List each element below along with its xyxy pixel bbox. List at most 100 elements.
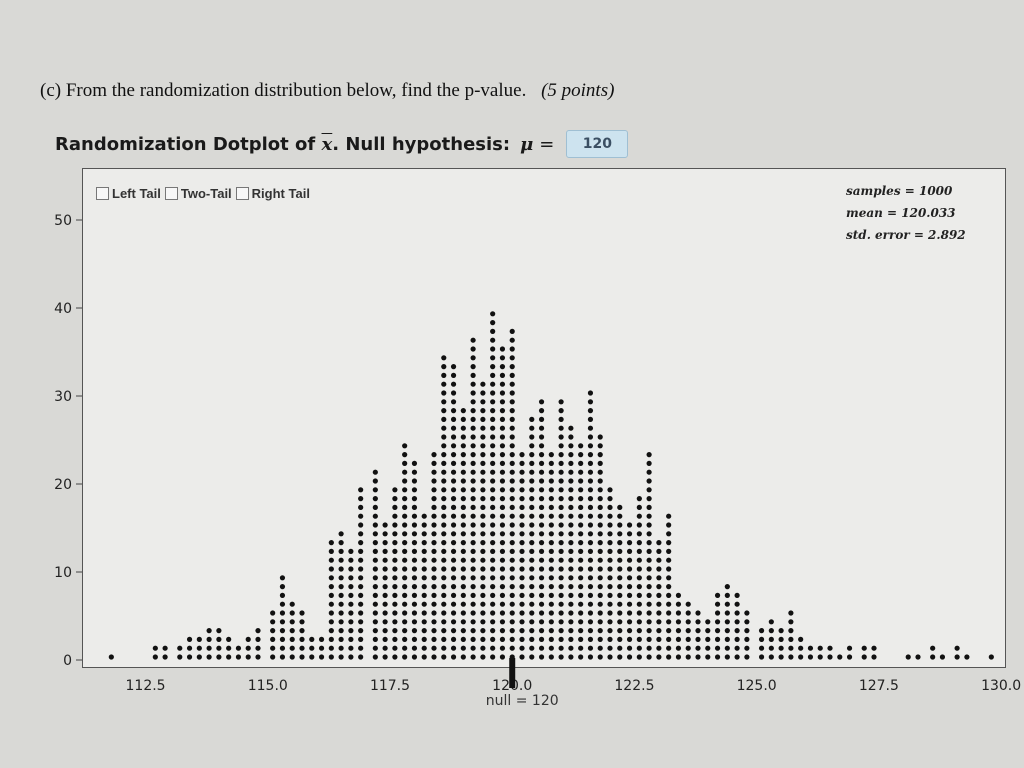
dot-column: [490, 311, 496, 660]
right-tail-checkbox[interactable]: Right Tail: [235, 186, 310, 201]
sample-dot: [666, 619, 672, 625]
sample-dot: [578, 548, 584, 555]
sample-dot: [509, 628, 515, 634]
sample-dot: [499, 478, 506, 484]
null-value-input[interactable]: 120: [566, 130, 629, 158]
sample-dot: [538, 619, 545, 625]
sample-dot: [578, 469, 584, 475]
sample-dot: [568, 531, 574, 537]
sample-dot: [538, 610, 545, 616]
dot-column: [245, 636, 251, 660]
sample-dot: [490, 636, 496, 643]
sample-dot: [470, 390, 476, 396]
sample-dot: [529, 425, 535, 431]
sample-dot: [152, 654, 158, 660]
sample-dot: [289, 628, 295, 634]
sample-dot: [705, 654, 711, 660]
sample-dot: [617, 645, 623, 651]
sample-dot: [328, 592, 334, 599]
sample-dot: [108, 654, 114, 660]
sample-dot: [548, 566, 554, 572]
sample-dot: [460, 478, 466, 484]
sample-dot: [568, 469, 574, 475]
sample-dot: [328, 601, 334, 607]
dot-column: [299, 610, 305, 660]
sample-dot: [235, 645, 242, 651]
sample-dot: [177, 654, 183, 660]
sample-dot: [382, 557, 388, 563]
sample-dot: [607, 628, 613, 634]
sample-dot: [529, 557, 535, 563]
sample-dot: [470, 557, 476, 563]
sample-dot: [538, 408, 545, 414]
sample-dot: [480, 610, 486, 616]
sample-dot: [617, 628, 623, 634]
dot-column: [328, 540, 334, 660]
sample-dot: [460, 425, 466, 431]
sample-dot: [431, 654, 437, 660]
sample-dot: [411, 522, 418, 528]
sample-dot: [695, 645, 701, 651]
sample-dot: [499, 381, 506, 387]
two-tail-label: Two-Tail: [180, 186, 232, 201]
sample-dot: [734, 619, 740, 625]
sample-dot: [538, 575, 545, 581]
sample-dot: [216, 645, 222, 651]
sample-dot: [470, 566, 476, 572]
sample-dot: [358, 557, 364, 563]
sample-dot: [490, 628, 496, 634]
sample-dot: [798, 645, 804, 651]
sample-dot: [666, 566, 672, 572]
sample-dot: [538, 504, 545, 510]
sample-dot: [587, 566, 594, 572]
sample-dot: [636, 628, 642, 634]
sample-dot: [714, 645, 721, 651]
sample-dot: [358, 610, 364, 616]
sample-dot: [499, 636, 506, 643]
sample-dot: [675, 654, 682, 660]
sample-dot: [480, 381, 486, 387]
sample-dot: [509, 636, 515, 643]
sample-dot: [490, 337, 496, 343]
two-tail-checkbox[interactable]: Two-Tail: [164, 186, 232, 201]
dot-column: [724, 584, 730, 660]
sample-dot: [392, 522, 398, 528]
sample-dot: [499, 469, 506, 475]
sample-dot: [470, 469, 476, 475]
sample-dot: [402, 619, 408, 625]
sample-dot: [382, 610, 388, 616]
sample-dot: [636, 636, 642, 643]
sample-dot: [529, 575, 535, 581]
sample-dot: [768, 628, 774, 634]
sample-dot: [685, 601, 691, 607]
sample-dot: [255, 636, 261, 643]
sample-dot: [372, 628, 378, 634]
sample-dot: [480, 487, 486, 493]
sample-dot: [460, 575, 466, 581]
sample-dot: [529, 522, 535, 528]
sample-dot: [558, 636, 564, 643]
sample-dot: [490, 381, 496, 387]
sample-dot: [450, 478, 457, 484]
sample-dot: [216, 654, 222, 660]
sample-dot: [499, 628, 506, 634]
sample-dot: [411, 628, 418, 634]
sample-dot: [519, 531, 525, 537]
left-tail-checkbox[interactable]: Left Tail: [96, 186, 161, 201]
sample-dot: [646, 645, 652, 651]
sample-dot: [392, 645, 398, 651]
sample-dot: [392, 566, 398, 572]
sample-dot: [568, 628, 574, 634]
sample-dot: [529, 531, 535, 537]
dot-column: [186, 636, 193, 660]
sample-dot: [431, 575, 437, 581]
sample-dot: [558, 601, 564, 607]
sample-dot: [226, 636, 232, 643]
sample-dot: [519, 610, 525, 616]
sample-dot: [509, 584, 515, 590]
sample-dot: [666, 548, 672, 555]
sample-dot: [470, 425, 476, 431]
sample-dot: [460, 592, 466, 599]
sample-dot: [411, 584, 418, 590]
sample-dot: [411, 601, 418, 607]
